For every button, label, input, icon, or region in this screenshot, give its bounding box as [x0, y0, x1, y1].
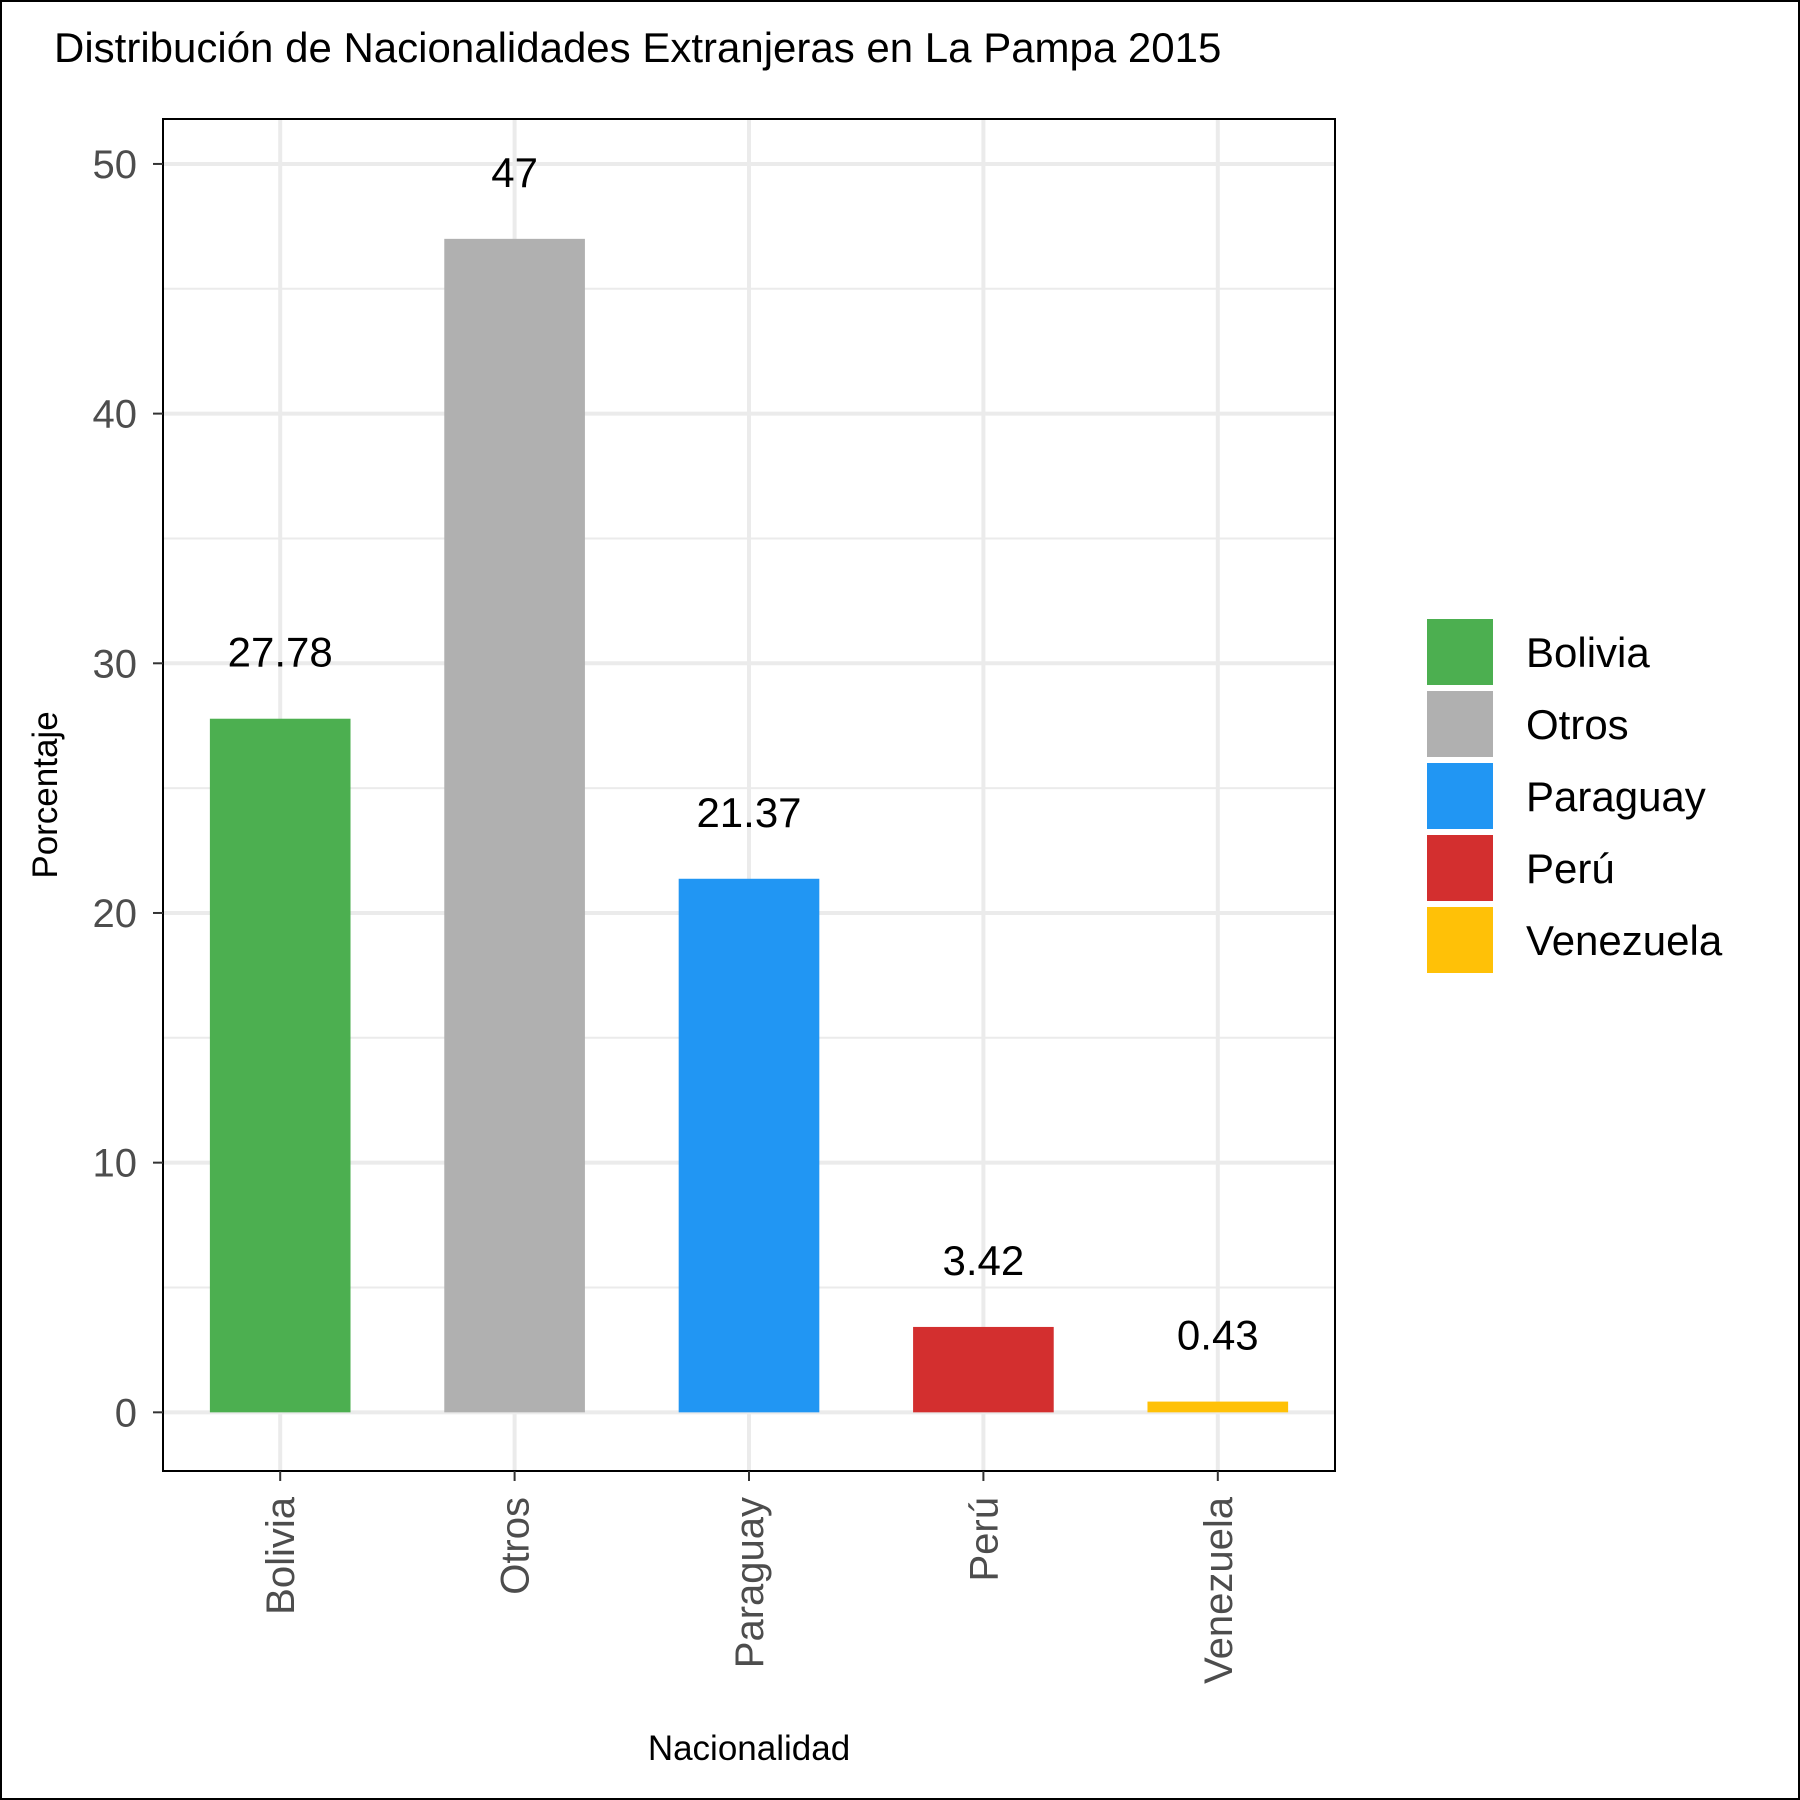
legend-label: Otros — [1526, 701, 1629, 748]
y-tick-label: 10 — [93, 1142, 138, 1186]
legend-key — [1427, 835, 1493, 901]
data-label: 47 — [491, 149, 538, 196]
bar — [444, 238, 585, 1413]
legend-key — [1427, 907, 1493, 973]
data-label: 3.42 — [943, 1237, 1025, 1284]
legend-key — [1427, 763, 1493, 829]
y-tick-label: 20 — [93, 892, 138, 936]
y-axis-ticks: 0 10 20 30 40 50 — [93, 143, 163, 1435]
y-tick-label: 50 — [93, 143, 138, 187]
data-label: 21.37 — [696, 789, 801, 836]
x-axis-label: Nacionalidad — [648, 1729, 850, 1768]
x-tick-label: Bolivia — [259, 1496, 303, 1615]
legend-label: Venezuela — [1526, 917, 1723, 964]
y-axis-label: Porcentaje — [26, 711, 65, 878]
bar — [678, 878, 820, 1413]
bar — [913, 1326, 1054, 1413]
legend-label: Perú — [1526, 845, 1615, 892]
x-tick-label: Otros — [494, 1497, 538, 1595]
x-tick-label: Paraguay — [728, 1497, 772, 1668]
bar — [209, 718, 351, 1413]
data-labels-layer: 27.78 47 21.37 3.42 0.43 — [228, 149, 1259, 1359]
y-tick-label: 40 — [93, 393, 138, 437]
x-axis-ticks: Bolivia Otros Paraguay Perú Venezuela — [259, 1471, 1241, 1684]
legend-label: Paraguay — [1526, 773, 1706, 820]
chart-title: Distribución de Nacionalidades Extranjer… — [54, 24, 1221, 71]
bar — [1147, 1401, 1289, 1413]
y-tick-label: 30 — [93, 642, 138, 686]
x-tick-label: Venezuela — [1197, 1496, 1241, 1684]
bars-layer — [209, 238, 1289, 1413]
data-label: 27.78 — [228, 629, 333, 676]
data-label: 0.43 — [1177, 1312, 1259, 1359]
legend-label: Bolivia — [1526, 629, 1650, 676]
x-tick-label: Perú — [962, 1497, 1006, 1582]
y-tick-label: 0 — [115, 1391, 137, 1435]
legend-key — [1427, 691, 1493, 757]
legend: Bolivia Otros Paraguay Perú Venezuela — [1427, 619, 1723, 973]
legend-key — [1427, 619, 1493, 685]
